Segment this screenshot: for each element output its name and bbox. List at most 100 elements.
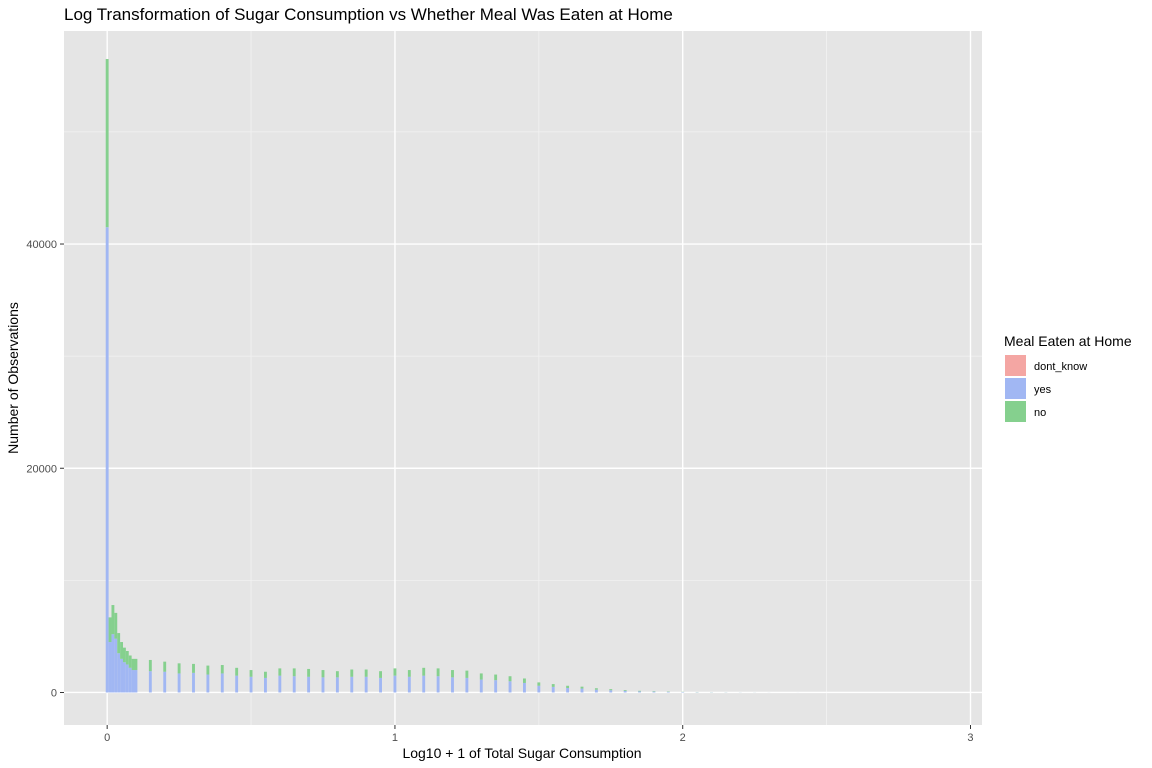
y-tick-label: 40000 xyxy=(26,239,57,251)
bar-yes xyxy=(292,676,296,693)
bar-no xyxy=(335,671,339,678)
bar-no xyxy=(494,674,498,681)
bar-no xyxy=(105,59,109,228)
bar-yes xyxy=(666,691,670,693)
bar-no xyxy=(350,669,354,677)
bar-yes xyxy=(249,676,253,693)
y-axis: 0 20000 40000 xyxy=(26,239,64,699)
bar-yes xyxy=(177,673,181,693)
y-axis-label: Number of Observations xyxy=(5,302,21,454)
bar-yes xyxy=(148,671,152,693)
legend-label-no: no xyxy=(1034,407,1046,419)
bar-yes xyxy=(122,662,126,693)
bar-no xyxy=(508,676,512,682)
bar-yes xyxy=(307,676,311,693)
bar-yes xyxy=(120,658,123,693)
x-tick-label: 1 xyxy=(392,732,398,744)
bar-yes xyxy=(537,685,541,693)
bar-no xyxy=(436,668,440,677)
bar-no xyxy=(206,665,210,675)
bar-no xyxy=(537,682,541,686)
legend-label-dont-know: dont_know xyxy=(1034,361,1087,373)
bar-yes xyxy=(623,690,627,693)
x-tick-label: 2 xyxy=(680,732,686,744)
bar-yes xyxy=(131,670,135,693)
bar-yes xyxy=(278,675,282,693)
bar-yes xyxy=(364,676,368,693)
bar-yes xyxy=(580,688,584,693)
bar-no xyxy=(125,651,129,665)
legend-key-yes xyxy=(1005,378,1026,399)
bar-yes xyxy=(465,677,469,693)
bar-no xyxy=(134,658,138,671)
bar-no xyxy=(451,670,454,678)
bar-no xyxy=(177,663,181,674)
bar-yes xyxy=(566,688,570,693)
bar-no xyxy=(307,668,311,677)
bar-no xyxy=(117,633,121,654)
bar-yes xyxy=(594,689,598,693)
bar-no xyxy=(465,670,469,678)
bar-no xyxy=(111,605,115,635)
y-tick-label: 20000 xyxy=(26,463,57,475)
bar-yes xyxy=(117,653,121,693)
legend-label-yes: yes xyxy=(1034,384,1052,396)
legend-key-no xyxy=(1005,401,1026,422)
bar-no xyxy=(638,690,641,692)
plot-panel xyxy=(64,31,982,725)
legend-key-dont-know xyxy=(1005,355,1026,376)
bar-no xyxy=(580,686,584,689)
bar-no xyxy=(379,671,382,678)
bar-no xyxy=(551,684,555,687)
legend-title: Meal Eaten at Home xyxy=(1004,333,1132,349)
bar-yes xyxy=(163,671,167,693)
bar-yes xyxy=(111,634,115,693)
bar-yes xyxy=(350,676,354,693)
bar-no xyxy=(122,647,126,663)
bar-no xyxy=(623,690,627,691)
bar-no xyxy=(321,670,325,678)
bar-no xyxy=(594,688,598,690)
bar-yes xyxy=(638,691,641,693)
bar-no xyxy=(235,667,239,676)
bar-no xyxy=(566,685,570,689)
bar-no xyxy=(131,658,135,671)
bar-yes xyxy=(379,677,382,693)
bar-yes xyxy=(436,676,440,693)
bar-yes xyxy=(128,667,132,693)
bar-yes xyxy=(479,679,483,693)
bar-no xyxy=(278,668,282,676)
bar-no xyxy=(163,661,167,672)
bar-no xyxy=(364,669,368,677)
bar-no xyxy=(192,663,195,673)
bar-no xyxy=(422,667,426,676)
bar-no xyxy=(120,642,123,659)
bar-no xyxy=(407,670,411,677)
bar-yes xyxy=(206,674,210,693)
x-tick-label: 3 xyxy=(967,732,973,744)
x-axis: 0 1 2 3 xyxy=(104,725,974,744)
bar-no xyxy=(220,665,224,674)
bar-yes xyxy=(451,677,454,693)
x-axis-label: Log10 + 1 of Total Sugar Consumption xyxy=(402,745,641,761)
bar-yes xyxy=(422,675,426,693)
y-tick-label: 0 xyxy=(51,687,57,699)
bar-yes xyxy=(220,673,224,693)
bar-yes xyxy=(508,681,512,693)
bar-no xyxy=(249,670,253,677)
bar-no xyxy=(264,671,267,678)
bar-no xyxy=(393,668,397,676)
bar-yes xyxy=(192,672,195,693)
grid-minor xyxy=(64,31,982,725)
bar-yes xyxy=(134,670,138,693)
bar-yes xyxy=(407,676,411,693)
bar-no xyxy=(128,655,132,668)
bar-yes xyxy=(335,677,339,693)
x-tick-label: 0 xyxy=(104,732,110,744)
bar-yes xyxy=(523,682,526,693)
bar-yes xyxy=(105,227,109,693)
bar-yes xyxy=(551,686,555,693)
bar-no xyxy=(523,678,526,683)
